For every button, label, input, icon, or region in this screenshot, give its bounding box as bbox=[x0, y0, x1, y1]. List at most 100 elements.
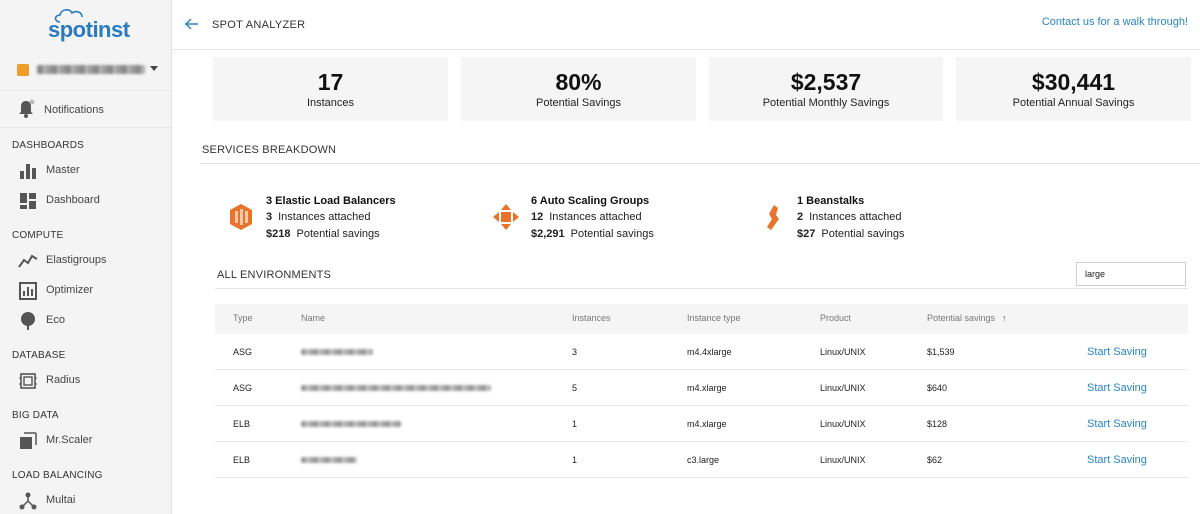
column-header-type[interactable]: Type bbox=[233, 313, 253, 323]
line-chart-icon bbox=[18, 254, 38, 268]
divider bbox=[200, 163, 1200, 164]
cell-type: ASG bbox=[233, 383, 253, 393]
account-box-icon bbox=[17, 64, 29, 76]
cell-product: Linux/UNIX bbox=[820, 419, 866, 429]
service-instances-count: 3 bbox=[266, 211, 273, 223]
cell-type: ELB bbox=[233, 455, 251, 465]
stat-card-instances: 17 Instances bbox=[213, 57, 448, 121]
cell-instances: 3 bbox=[572, 347, 578, 357]
stat-label: Instances bbox=[306, 97, 355, 109]
column-header-label: Potential savings bbox=[927, 313, 996, 323]
sidebar-item-notifications[interactable]: Notifications bbox=[0, 90, 171, 128]
scaler-icon bbox=[20, 432, 37, 449]
section-label-dashboards: DASHBOARDS bbox=[12, 140, 85, 151]
cell-instance-type: m4.4xlarge bbox=[687, 347, 732, 357]
top-bar: SPOT ANALYZER Contact us for a walk thro… bbox=[172, 0, 1200, 50]
stat-value: $30,441 bbox=[1031, 69, 1116, 95]
service-instances-label: Instances attached bbox=[549, 211, 642, 223]
cell-name-redacted bbox=[301, 457, 357, 463]
cell-name-redacted bbox=[301, 385, 491, 391]
service-elb: 3 Elastic Load Balancers 3 Instances atta… bbox=[228, 193, 458, 249]
sidebar-item-label: Multai bbox=[46, 494, 76, 506]
service-savings-value: $218 bbox=[266, 228, 291, 240]
cell-name-redacted bbox=[301, 421, 401, 427]
service-savings-value: $27 bbox=[797, 228, 816, 240]
sidebar-item-elastigroups[interactable]: Elastigroups bbox=[0, 247, 171, 275]
account-selector[interactable] bbox=[17, 62, 158, 78]
service-savings: $27 Potential savings bbox=[797, 228, 905, 240]
environment-filter-input[interactable] bbox=[1076, 262, 1186, 286]
table-row: ASG 5 m4.xlarge Linux/UNIX $640 Start Sa… bbox=[215, 370, 1188, 406]
cell-instances: 1 bbox=[572, 455, 578, 465]
start-saving-button[interactable]: Start Saving bbox=[1087, 346, 1147, 358]
spotinst-logo[interactable]: spotinst bbox=[48, 7, 130, 42]
cloud-logo-icon bbox=[54, 9, 83, 23]
sidebar-item-mr-scaler[interactable]: Mr.Scaler bbox=[0, 427, 171, 455]
cell-savings: $128 bbox=[927, 419, 948, 429]
start-saving-button[interactable]: Start Saving bbox=[1087, 418, 1147, 430]
contact-link[interactable]: Contact us for a walk through! bbox=[1041, 16, 1188, 28]
sidebar-item-eco[interactable]: Eco bbox=[0, 307, 171, 335]
sidebar-item-master[interactable]: Master bbox=[0, 157, 171, 185]
stat-value: $2,537 bbox=[790, 69, 862, 95]
cell-type: ASG bbox=[233, 347, 253, 357]
cell-savings: $1,539 bbox=[927, 347, 955, 357]
cell-name-redacted bbox=[301, 349, 373, 355]
sidebar-item-radius[interactable]: Radius bbox=[0, 367, 171, 395]
start-saving-button[interactable]: Start Saving bbox=[1087, 454, 1147, 466]
sidebar-item-label: Optimizer bbox=[46, 284, 94, 296]
cell-instance-type: c3.large bbox=[687, 455, 720, 465]
sidebar-item-label: Master bbox=[46, 164, 80, 176]
stat-label: Potential Monthly Savings bbox=[762, 97, 890, 109]
bell-icon bbox=[19, 99, 35, 118]
table-row: ELB 1 m4.xlarge Linux/UNIX $128 Start Sa… bbox=[215, 406, 1188, 442]
cell-instances: 1 bbox=[572, 419, 578, 429]
sidebar-item-label: Eco bbox=[46, 314, 65, 326]
service-title: 1 Beanstalks bbox=[797, 195, 865, 207]
service-savings-label: Potential savings bbox=[821, 228, 905, 240]
column-header-instances[interactable]: Instances bbox=[572, 313, 611, 323]
asg-icon bbox=[493, 204, 519, 230]
sidebar-item-multai[interactable]: Multai bbox=[0, 487, 171, 514]
stat-label: Potential Savings bbox=[536, 97, 621, 109]
back-arrow-icon[interactable] bbox=[184, 16, 200, 32]
start-saving-button[interactable]: Start Saving bbox=[1087, 382, 1147, 394]
service-instances-count: 12 bbox=[531, 211, 544, 223]
cell-product: Linux/UNIX bbox=[820, 455, 866, 465]
service-instances-label: Instances attached bbox=[809, 211, 902, 223]
dashboard-grid-icon bbox=[20, 193, 36, 209]
cell-instances: 5 bbox=[572, 383, 578, 393]
sidebar-item-optimizer[interactable]: Optimizer bbox=[0, 277, 171, 305]
section-label-big-data: BIG DATA bbox=[12, 410, 59, 421]
cell-product: Linux/UNIX bbox=[820, 347, 866, 357]
table-header: Type Name Instances Instance type Produc… bbox=[215, 304, 1188, 334]
column-header-name[interactable]: Name bbox=[301, 313, 326, 323]
column-header-potential-savings[interactable]: Potential savings ↑ bbox=[927, 313, 1007, 323]
column-header-instance-type[interactable]: Instance type bbox=[687, 313, 741, 323]
beanstalk-icon bbox=[767, 205, 779, 230]
section-title-services-breakdown: SERVICES BREAKDOWN bbox=[202, 144, 337, 156]
section-label-load-balancing: LOAD BALANCING bbox=[12, 470, 103, 481]
chip-icon bbox=[19, 373, 37, 389]
service-savings: $218 Potential savings bbox=[266, 228, 380, 240]
sidebar-item-label: Dashboard bbox=[46, 194, 100, 206]
sidebar-item-dashboard[interactable]: Dashboard bbox=[0, 187, 171, 215]
cell-savings: $62 bbox=[927, 455, 943, 465]
sidebar-item-label: Elastigroups bbox=[46, 254, 107, 266]
column-header-product[interactable]: Product bbox=[820, 313, 852, 323]
stat-value: 17 bbox=[317, 69, 344, 95]
service-instances: 3 Instances attached bbox=[266, 211, 370, 223]
stat-value: 80% bbox=[555, 69, 602, 95]
cell-instance-type: m4.xlarge bbox=[687, 419, 727, 429]
service-instances-count: 2 bbox=[797, 211, 804, 223]
optimizer-icon bbox=[19, 282, 37, 300]
account-name bbox=[37, 65, 145, 74]
service-savings-label: Potential savings bbox=[296, 228, 380, 240]
stat-label: Potential Annual Savings bbox=[1012, 97, 1135, 109]
sort-ascending-icon[interactable]: ↑ bbox=[1002, 313, 1007, 323]
service-savings-value: $2,291 bbox=[531, 228, 565, 240]
sidebar: spotinst Notifications DASHBOARDS Master bbox=[0, 0, 172, 514]
logo-text: spotinst bbox=[48, 17, 130, 42]
service-title: 3 Elastic Load Balancers bbox=[266, 195, 396, 207]
